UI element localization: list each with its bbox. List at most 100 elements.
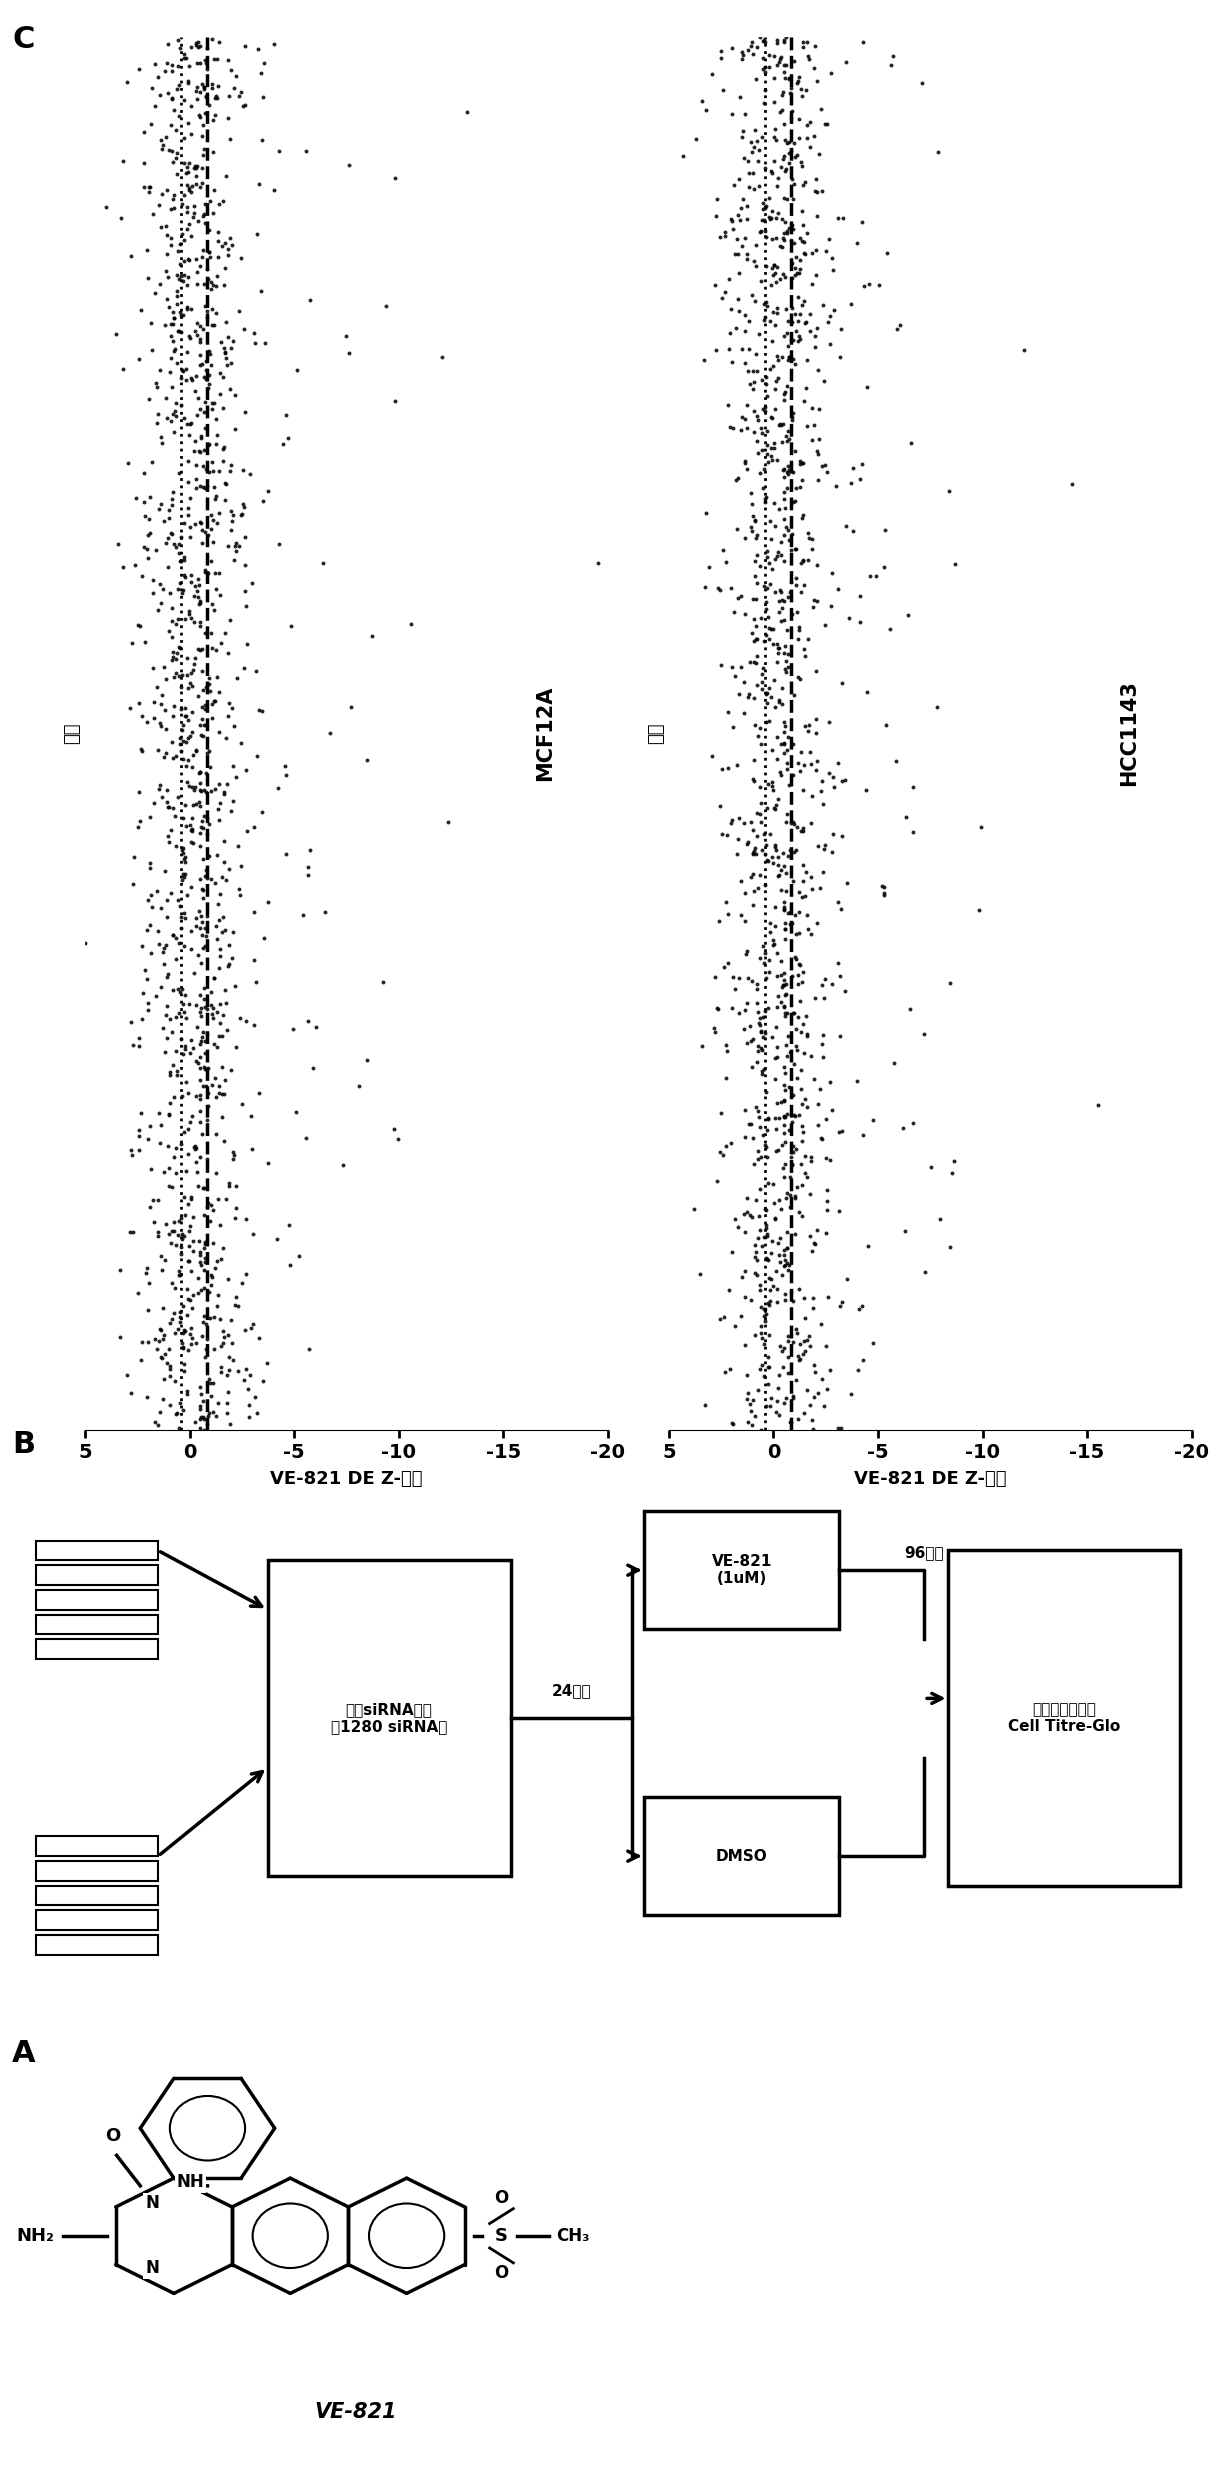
Point — [171, 1198, 191, 1237]
Point — [175, 688, 195, 727]
Point — [162, 106, 181, 145]
Point — [191, 1048, 210, 1087]
Point — [174, 1215, 193, 1255]
X-axis label: VE-821 DE Z-分数: VE-821 DE Z-分数 — [270, 1469, 423, 1489]
Point — [778, 1228, 798, 1267]
Point — [188, 560, 208, 599]
Point — [216, 717, 236, 757]
Point — [744, 126, 764, 165]
Point — [767, 988, 787, 1028]
Point — [771, 569, 790, 609]
Point — [197, 1139, 216, 1178]
Point — [775, 961, 794, 1001]
Point — [185, 1127, 204, 1166]
Point — [738, 1373, 758, 1412]
Point — [223, 747, 242, 786]
Point — [206, 79, 225, 118]
Point — [173, 572, 192, 611]
Point — [755, 148, 775, 187]
Point — [196, 1338, 215, 1378]
Point — [223, 1341, 242, 1380]
Point — [191, 318, 210, 357]
Point — [775, 20, 794, 59]
Point — [191, 769, 210, 809]
Point — [760, 902, 779, 942]
Point — [775, 1080, 794, 1119]
Point — [199, 1358, 219, 1398]
Point — [159, 131, 179, 170]
Point — [760, 1282, 779, 1321]
Point — [772, 1127, 792, 1166]
Point — [822, 52, 841, 91]
Point — [153, 569, 173, 609]
Point — [196, 705, 215, 744]
Point — [767, 335, 787, 375]
Point — [175, 242, 195, 281]
Point — [152, 424, 171, 463]
Point — [433, 338, 452, 377]
Point — [171, 542, 191, 582]
Point — [788, 619, 807, 658]
Point — [209, 212, 229, 251]
Point — [801, 1035, 821, 1075]
Point — [207, 476, 226, 515]
Point — [156, 850, 175, 890]
Point — [742, 483, 761, 523]
Point — [232, 1085, 252, 1124]
Point — [179, 1072, 198, 1112]
Point — [805, 316, 824, 355]
Point — [751, 725, 771, 764]
Point — [866, 557, 885, 597]
Point — [804, 404, 823, 444]
Point — [750, 1107, 770, 1146]
Point — [790, 658, 810, 698]
Point — [837, 508, 856, 547]
Point — [187, 1008, 207, 1048]
Point — [743, 35, 762, 74]
Point — [828, 882, 848, 922]
Point — [798, 1016, 817, 1055]
Point — [799, 1316, 818, 1356]
Point — [798, 214, 817, 254]
Point — [258, 882, 277, 922]
Point — [173, 656, 192, 695]
Point — [153, 1319, 173, 1358]
Point — [714, 1136, 733, 1176]
Point — [743, 853, 762, 892]
Point — [153, 1380, 173, 1420]
Point — [742, 961, 761, 1001]
Point — [208, 256, 227, 296]
Point — [210, 875, 230, 915]
Point — [174, 927, 193, 966]
Point — [782, 320, 801, 360]
Point — [787, 560, 806, 599]
Point — [201, 1255, 220, 1294]
Point — [111, 197, 130, 237]
Point — [220, 1336, 240, 1375]
Point — [753, 1018, 772, 1057]
Point — [201, 180, 220, 219]
Point — [206, 1395, 225, 1435]
Point — [320, 712, 339, 752]
Point — [182, 165, 202, 205]
Point — [755, 392, 775, 431]
Point — [812, 446, 832, 486]
Point — [719, 895, 738, 934]
Point — [142, 1181, 162, 1220]
Point — [201, 1200, 220, 1240]
Point — [778, 446, 798, 486]
Point — [175, 786, 195, 826]
Point — [750, 212, 770, 251]
Point — [736, 1090, 755, 1129]
Point — [782, 1403, 801, 1442]
Point — [753, 116, 772, 155]
Point — [225, 966, 244, 1006]
Point — [751, 801, 771, 841]
Point — [793, 76, 812, 116]
Point — [710, 786, 730, 826]
Point — [775, 515, 794, 555]
Point — [736, 399, 755, 439]
Point — [190, 96, 209, 136]
Point — [196, 350, 215, 389]
Text: 估计细胞存活力
Cell Titre-Glo: 估计细胞存活力 Cell Titre-Glo — [1008, 1701, 1120, 1735]
